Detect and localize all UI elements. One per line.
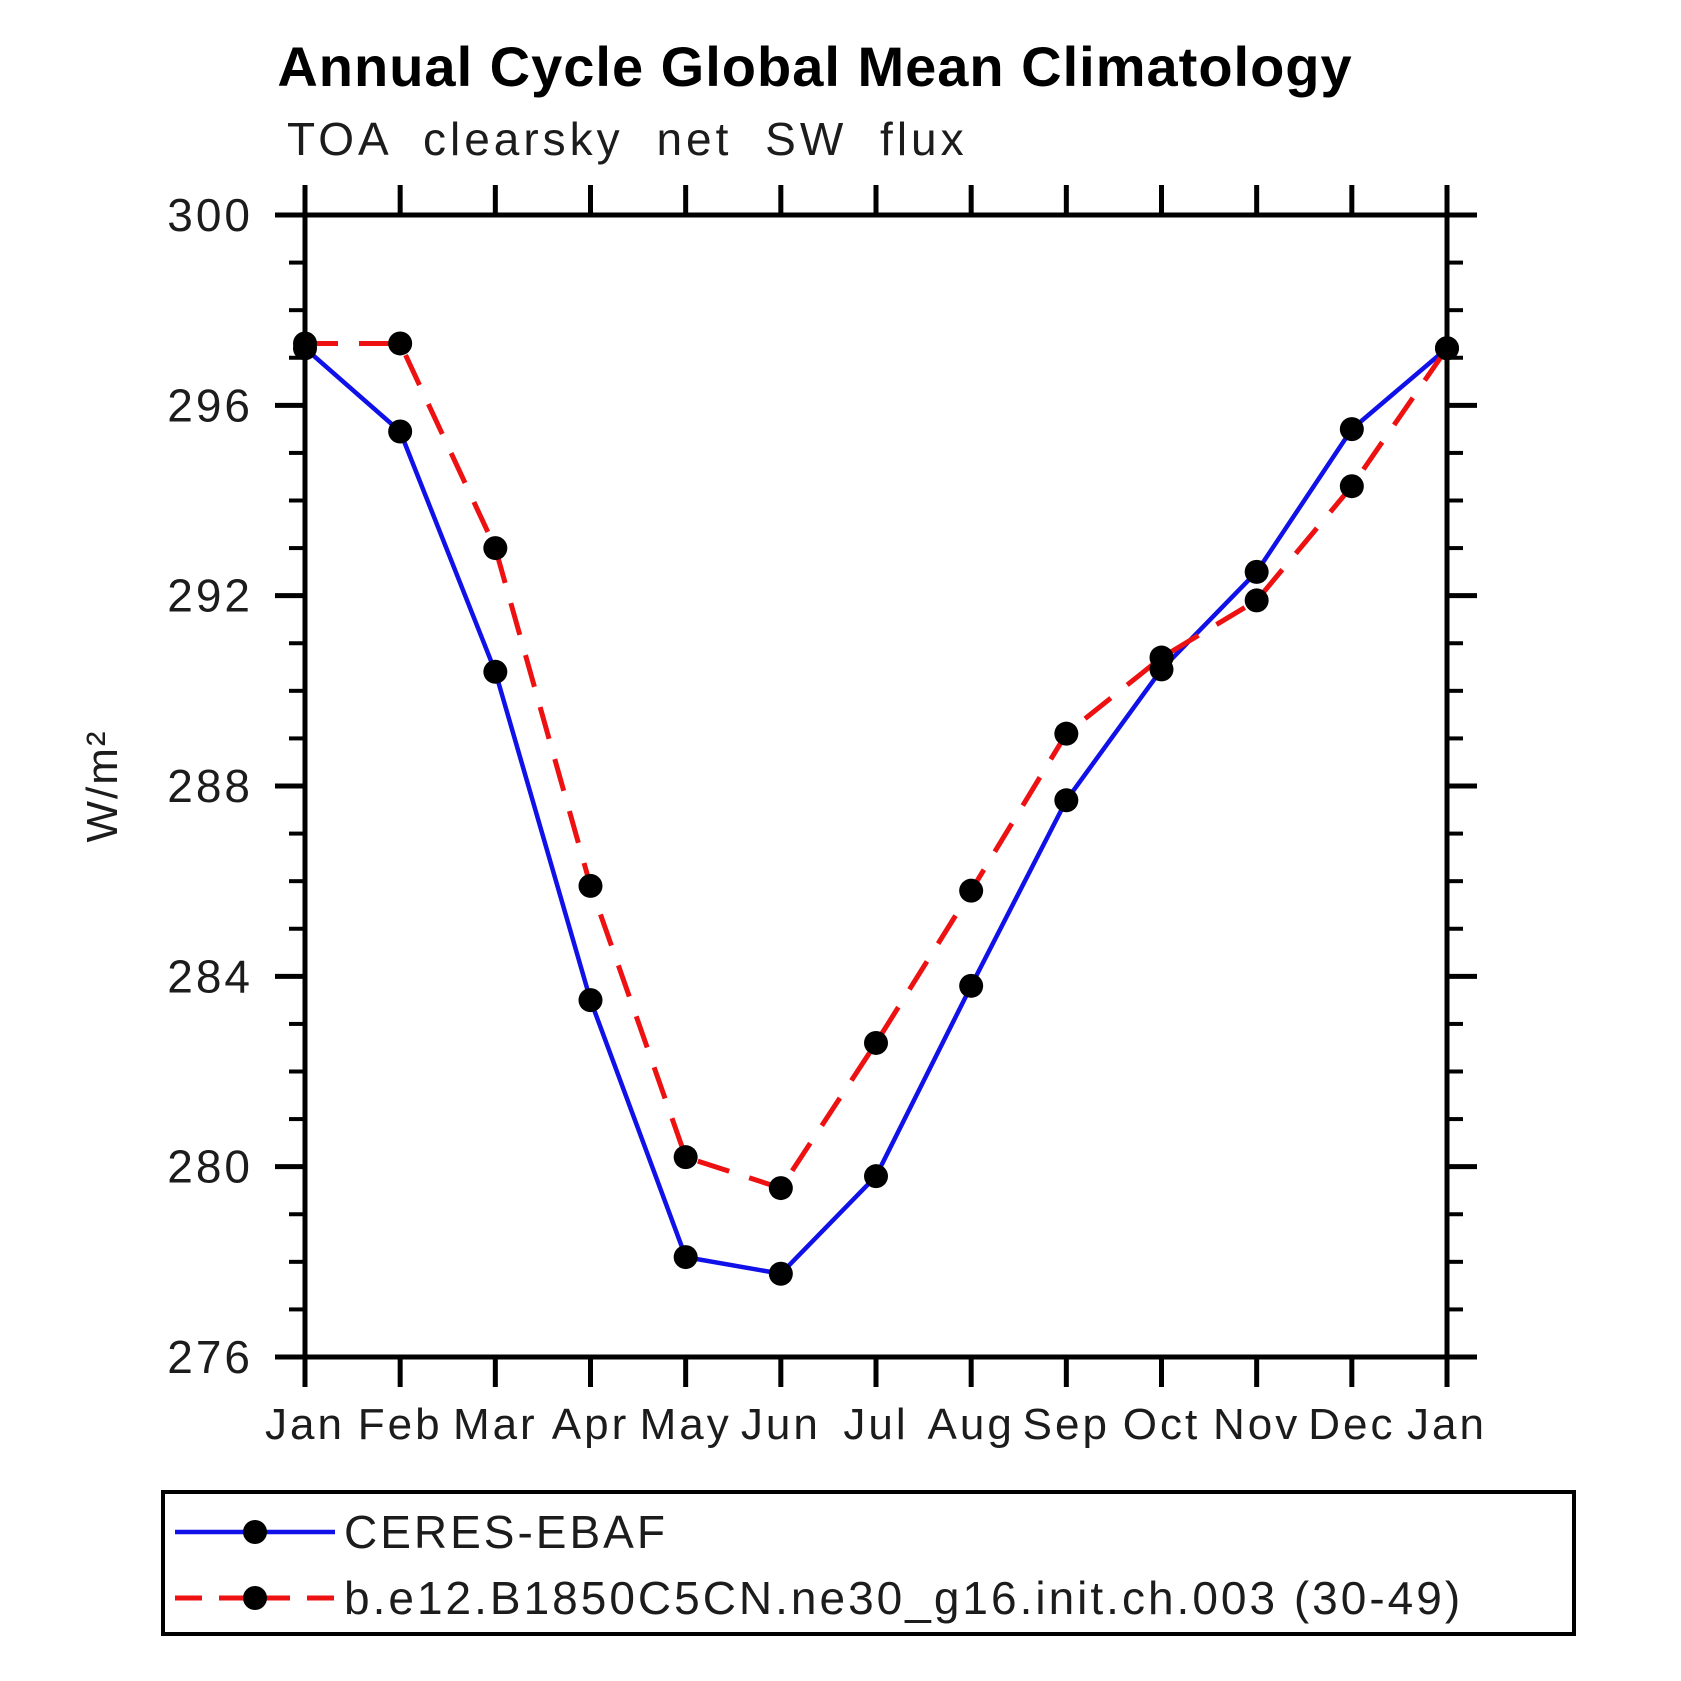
svg-text:May: May (640, 1400, 732, 1449)
model-marker-dot-icon (243, 1586, 267, 1610)
legend-label-ceres: CERES-EBAF (344, 1506, 668, 1558)
annual-cycle-line-chart: 276 280 284 288 292 296 300 Jan Feb Mar Apr May Jun J… (167, 185, 1487, 1449)
svg-text:Aug: Aug (928, 1400, 1015, 1449)
svg-text:Sep: Sep (1023, 1400, 1110, 1449)
model-line-swatch-icon (175, 1586, 335, 1610)
svg-text:Feb: Feb (358, 1400, 443, 1449)
ceres-line-swatch-icon (175, 1520, 335, 1544)
legend-box: CERES-EBAF b.e12.B1850C5CN.ne30_g16.init… (161, 1490, 1576, 1636)
svg-text:300: 300 (167, 189, 253, 241)
svg-text:292: 292 (167, 570, 253, 622)
svg-text:Nov: Nov (1213, 1400, 1300, 1449)
legend-item-ceres: CERES-EBAF (172, 1506, 668, 1558)
svg-text:284: 284 (167, 950, 253, 1002)
svg-text:Dec: Dec (1308, 1400, 1395, 1449)
svg-text:280: 280 (167, 1141, 253, 1193)
chart-subtitle: TOA clearsky net SW flux (287, 113, 968, 165)
legend-label-model: b.e12.B1850C5CN.ne30_g16.init.ch.003 (30… (344, 1572, 1464, 1624)
svg-text:276: 276 (167, 1331, 253, 1383)
page-title: Annual Cycle Global Mean Climatology (277, 35, 1353, 98)
svg-text:Jan: Jan (1407, 1400, 1487, 1449)
svg-text:296: 296 (167, 379, 253, 431)
ceres-marker-dot-icon (243, 1520, 267, 1544)
svg-text:Jan: Jan (265, 1400, 345, 1449)
svg-text:Jun: Jun (741, 1400, 821, 1449)
svg-text:Jul: Jul (843, 1400, 908, 1449)
legend-item-model: b.e12.B1850C5CN.ne30_g16.init.ch.003 (30… (172, 1572, 1464, 1624)
svg-text:Mar: Mar (453, 1400, 538, 1449)
svg-text:288: 288 (167, 760, 253, 812)
svg-text:Oct: Oct (1123, 1400, 1200, 1449)
svg-text:Apr: Apr (552, 1400, 629, 1449)
